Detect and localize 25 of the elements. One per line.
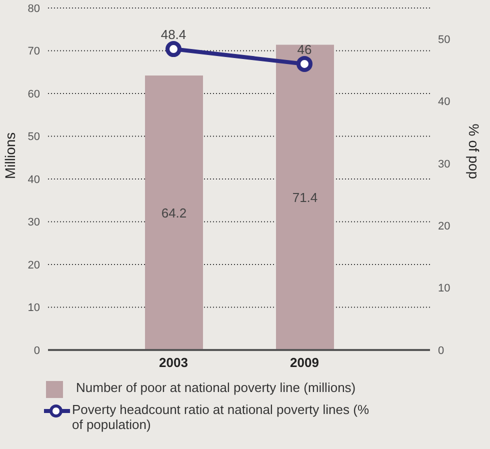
y-tick-label: 10 — [28, 302, 40, 314]
data-label: 71.4 — [292, 190, 318, 205]
data-label: 48.4 — [160, 27, 186, 42]
data-label: 46 — [297, 42, 312, 57]
legend-label: Poverty headcount ratio at national poverty lines (% of population) — [72, 402, 370, 432]
legend-label: Number of poor at national poverty line (millions) — [76, 380, 356, 395]
y-tick-label: 20 — [28, 259, 40, 272]
y-tick-label: 40 — [28, 174, 40, 186]
y-tick-label: 80 — [28, 2, 40, 15]
x-tick-label: 2009 — [290, 355, 319, 370]
y-axis-title: Millions — [2, 132, 18, 179]
y2-axis-title: % of pop — [466, 124, 482, 180]
data-label: 64.2 — [161, 205, 187, 220]
y-tick-label: 60 — [28, 88, 40, 100]
y2-tick-label: 20 — [438, 220, 450, 233]
y-tick-label: 50 — [28, 131, 40, 144]
y-tick-label: 70 — [28, 46, 40, 58]
y2-tick-label: 0 — [438, 344, 444, 357]
y2-tick-label: 10 — [438, 282, 450, 295]
y-tick-label: 0 — [34, 344, 40, 357]
y2-tick-label: 30 — [438, 158, 450, 170]
y2-tick-label: 50 — [438, 34, 450, 46]
y2-tick-label: 40 — [438, 96, 450, 108]
y-tick-label: 30 — [28, 216, 40, 229]
x-tick-label: 2003 — [159, 355, 188, 370]
